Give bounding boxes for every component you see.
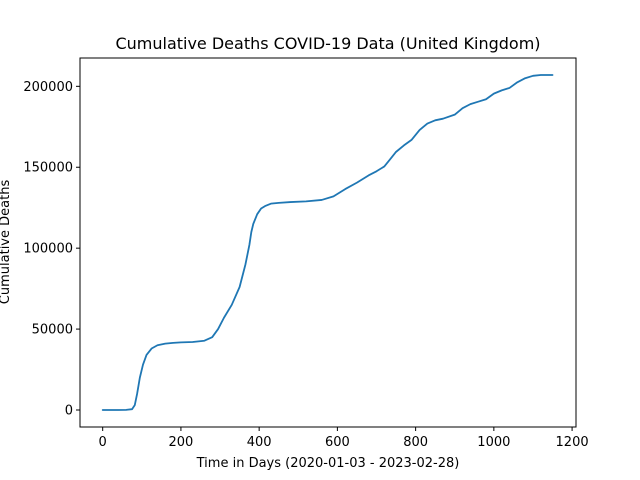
plot-area: [101, 74, 554, 411]
x-tick-label-4: 800: [403, 435, 428, 450]
x-axis-label: Time in Days (2020-01-03 - 2023-02-28): [196, 456, 460, 471]
x-tick-label-6: 1200: [556, 435, 589, 450]
plot-frame: [79, 57, 577, 428]
y-axis-label: Cumulative Deaths: [0, 180, 13, 305]
x-tick-label-1: 200: [169, 435, 194, 450]
series-line-0: [101, 74, 554, 411]
y-tick-label-2: 100000: [23, 242, 73, 257]
x-tick-label-2: 400: [247, 435, 272, 450]
y-tick-label-0: 0: [65, 404, 73, 419]
y-tick-label-4: 200000: [23, 80, 73, 95]
x-tick-label-3: 600: [325, 435, 350, 450]
x-axis: 0 200 400 600 800 1000 1200: [99, 427, 589, 450]
y-tick-label-3: 150000: [23, 161, 73, 176]
y-tick-label-1: 50000: [32, 323, 73, 338]
x-tick-label-0: 0: [99, 435, 107, 450]
x-tick-label-5: 1000: [477, 435, 510, 450]
chart-title: Cumulative Deaths COVID-19 Data (United …: [115, 34, 540, 53]
y-axis: 0 50000 100000 150000 200000: [23, 80, 80, 419]
